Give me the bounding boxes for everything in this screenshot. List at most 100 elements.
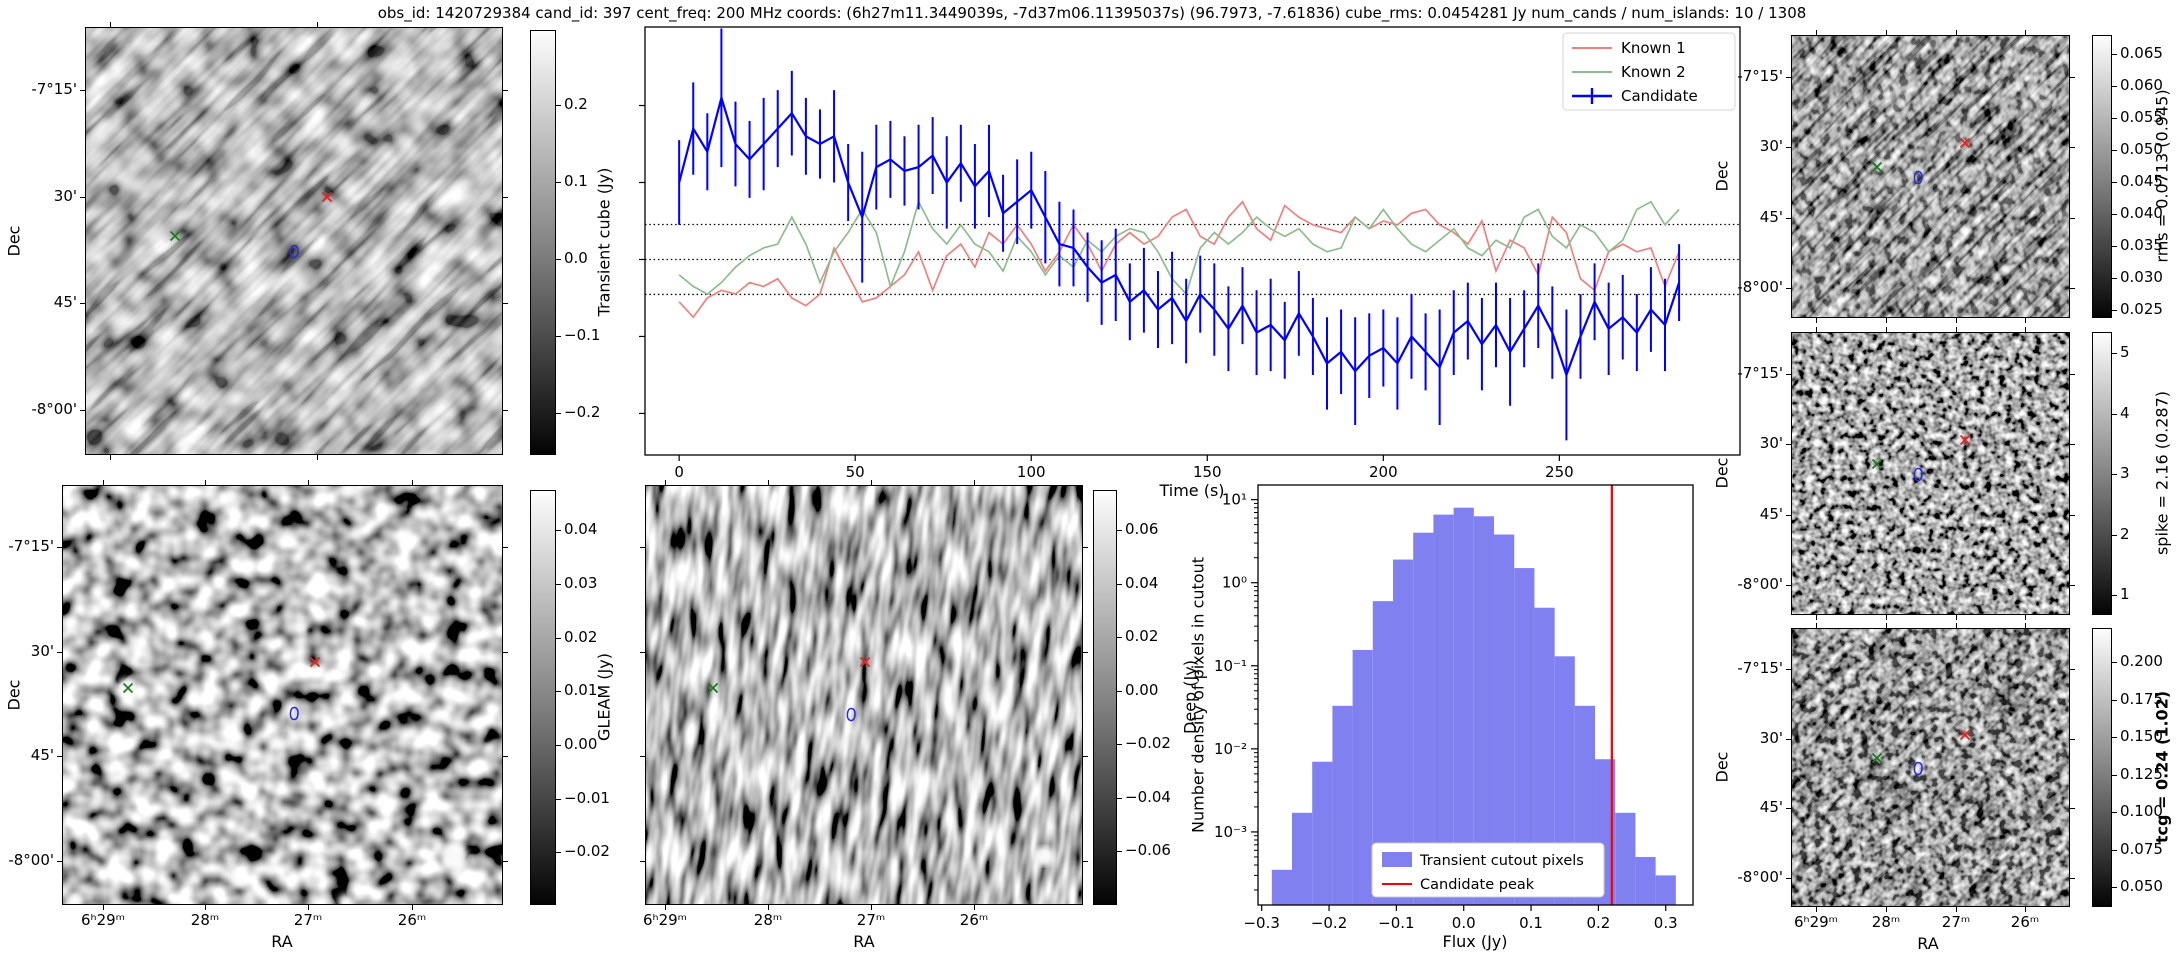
axis-tick bbox=[1117, 744, 1122, 746]
axis-tick bbox=[556, 413, 561, 415]
histogram-bar bbox=[1332, 705, 1353, 905]
histogram-bar bbox=[1413, 532, 1434, 905]
colorbar-tick-label: −0.2 bbox=[564, 403, 601, 421]
axis-tick bbox=[2025, 623, 2027, 628]
axis-tick bbox=[1786, 374, 1791, 376]
legend-label: Known 1 bbox=[1621, 39, 1686, 57]
axis-tick bbox=[556, 638, 561, 640]
dec-tick-label: -8°00' bbox=[1737, 868, 1783, 886]
colorbar-tick-label: 0.040 bbox=[2120, 204, 2163, 222]
axis-tick bbox=[2070, 515, 2075, 517]
axis-tick bbox=[1786, 218, 1791, 220]
rms-dec-axis-label: Dec bbox=[1712, 160, 1732, 192]
colorbar-tick-label: −0.1 bbox=[564, 326, 601, 344]
blue-contour-marker bbox=[289, 244, 299, 259]
green-x-marker bbox=[169, 230, 181, 242]
axis-tick bbox=[1886, 623, 1888, 628]
dec-tick-label: 30' bbox=[1759, 729, 1783, 747]
colorbar-tick-label: 0.01 bbox=[564, 681, 598, 699]
axis-tick bbox=[2112, 737, 2117, 739]
spike-cutout bbox=[1791, 332, 2070, 615]
axis-tick bbox=[1786, 808, 1791, 810]
axis-tick bbox=[665, 480, 667, 485]
colorbar-tick-label: 0.04 bbox=[564, 520, 598, 538]
colorbar-tick-label: 0.03 bbox=[564, 574, 598, 592]
rms-colorbar bbox=[2092, 35, 2112, 318]
green-x-marker bbox=[1871, 752, 1883, 764]
colorbar-tick-label: 0.2 bbox=[564, 95, 588, 113]
axis-tick bbox=[57, 547, 62, 549]
axis-tick bbox=[2112, 535, 2117, 537]
axis-tick bbox=[503, 197, 508, 199]
axis-tick bbox=[1886, 318, 1888, 323]
colorbar-tick-label: 0.100 bbox=[2120, 802, 2163, 820]
axis-tick bbox=[1886, 907, 1888, 912]
colorbar-tick-label: −0.04 bbox=[1125, 788, 1171, 806]
axis-tick bbox=[503, 90, 508, 92]
transient-dec-axis-label: Dec bbox=[4, 225, 24, 257]
axis-tick bbox=[556, 105, 561, 107]
axis-tick bbox=[2070, 669, 2075, 671]
axis-tick bbox=[1786, 669, 1791, 671]
colorbar-tick-label: 0.200 bbox=[2120, 652, 2163, 670]
axis-tick bbox=[1816, 615, 1818, 620]
dec-tick-label: -7°15' bbox=[1737, 364, 1783, 382]
ra-tick-label: 6ʰ29ᵐ bbox=[1793, 913, 1839, 931]
histogram-bar bbox=[1453, 507, 1474, 905]
axis-tick bbox=[1956, 327, 1958, 332]
tcg-ra-axis-label: RA bbox=[1917, 934, 1939, 953]
colorbar-tick-label: 5 bbox=[2120, 343, 2130, 361]
axis-tick bbox=[103, 905, 105, 910]
dec-tick-label: 30' bbox=[30, 642, 54, 660]
colorbar-tick-label: 0.050 bbox=[2120, 877, 2163, 895]
axis-tick bbox=[2070, 77, 2075, 79]
axis-tick bbox=[308, 905, 310, 910]
flux-tick-label: 0.1 bbox=[1519, 914, 1543, 932]
axis-tick bbox=[1956, 907, 1958, 912]
axis-tick bbox=[2070, 374, 2075, 376]
colorbar-tick-label: 0.065 bbox=[2120, 44, 2163, 62]
dec-tick-label: -8°00' bbox=[1737, 278, 1783, 296]
ra-tick-label: 26ᵐ bbox=[2010, 913, 2040, 931]
deep-colorbar-label: Deep (Jy) bbox=[1180, 660, 1200, 734]
density-tick-label: 10⁰ bbox=[1222, 574, 1247, 592]
rms-noise-image bbox=[1792, 36, 2069, 317]
flux-tick-label: 0.0 bbox=[1452, 914, 1476, 932]
histogram-bar bbox=[1615, 812, 1636, 905]
colorbar-tick-label: 0.150 bbox=[2120, 727, 2163, 745]
ra-tick-label: 26ᵐ bbox=[397, 911, 427, 929]
ra-tick-label: 6ʰ29ᵐ bbox=[642, 911, 688, 929]
colorbar-tick-label: 0.030 bbox=[2120, 268, 2163, 286]
axis-tick bbox=[1117, 798, 1122, 800]
axis-tick bbox=[1786, 77, 1791, 79]
histogram-bar bbox=[1433, 514, 1454, 905]
axis-tick bbox=[1786, 515, 1791, 517]
density-tick-label: 10⁻² bbox=[1214, 740, 1247, 758]
axis-tick bbox=[556, 852, 561, 854]
time-axis-label: Time (s) bbox=[1159, 481, 1225, 500]
colorbar-tick-label: 4 bbox=[2120, 404, 2130, 422]
ra-tick-label: 28ᵐ bbox=[753, 911, 783, 929]
figure-title: obs_id: 1420729384 cand_id: 397 cent_fre… bbox=[377, 4, 1807, 22]
gleam-cutout bbox=[62, 485, 503, 905]
axis-tick bbox=[2070, 218, 2075, 220]
axis-tick bbox=[2025, 907, 2027, 912]
axis-tick bbox=[503, 652, 508, 654]
density-tick-label: 10⁻¹ bbox=[1214, 657, 1247, 675]
gleam-ra-axis-label: RA bbox=[271, 932, 293, 951]
axis-tick bbox=[1956, 318, 1958, 323]
axis-tick bbox=[503, 756, 508, 758]
axis-tick bbox=[80, 90, 85, 92]
gleam-noise-image bbox=[63, 486, 502, 904]
deep-bright-source bbox=[1034, 846, 1054, 866]
axis-tick bbox=[2112, 662, 2117, 664]
axis-tick bbox=[1117, 584, 1122, 586]
axis-tick bbox=[2112, 353, 2117, 355]
axis-tick bbox=[317, 22, 319, 27]
axis-tick bbox=[503, 303, 508, 305]
colorbar-tick-label: 0.075 bbox=[2120, 840, 2163, 858]
transient-colorbar bbox=[530, 30, 556, 455]
histogram-bar bbox=[1655, 875, 1676, 905]
histogram-bar bbox=[1534, 607, 1555, 905]
